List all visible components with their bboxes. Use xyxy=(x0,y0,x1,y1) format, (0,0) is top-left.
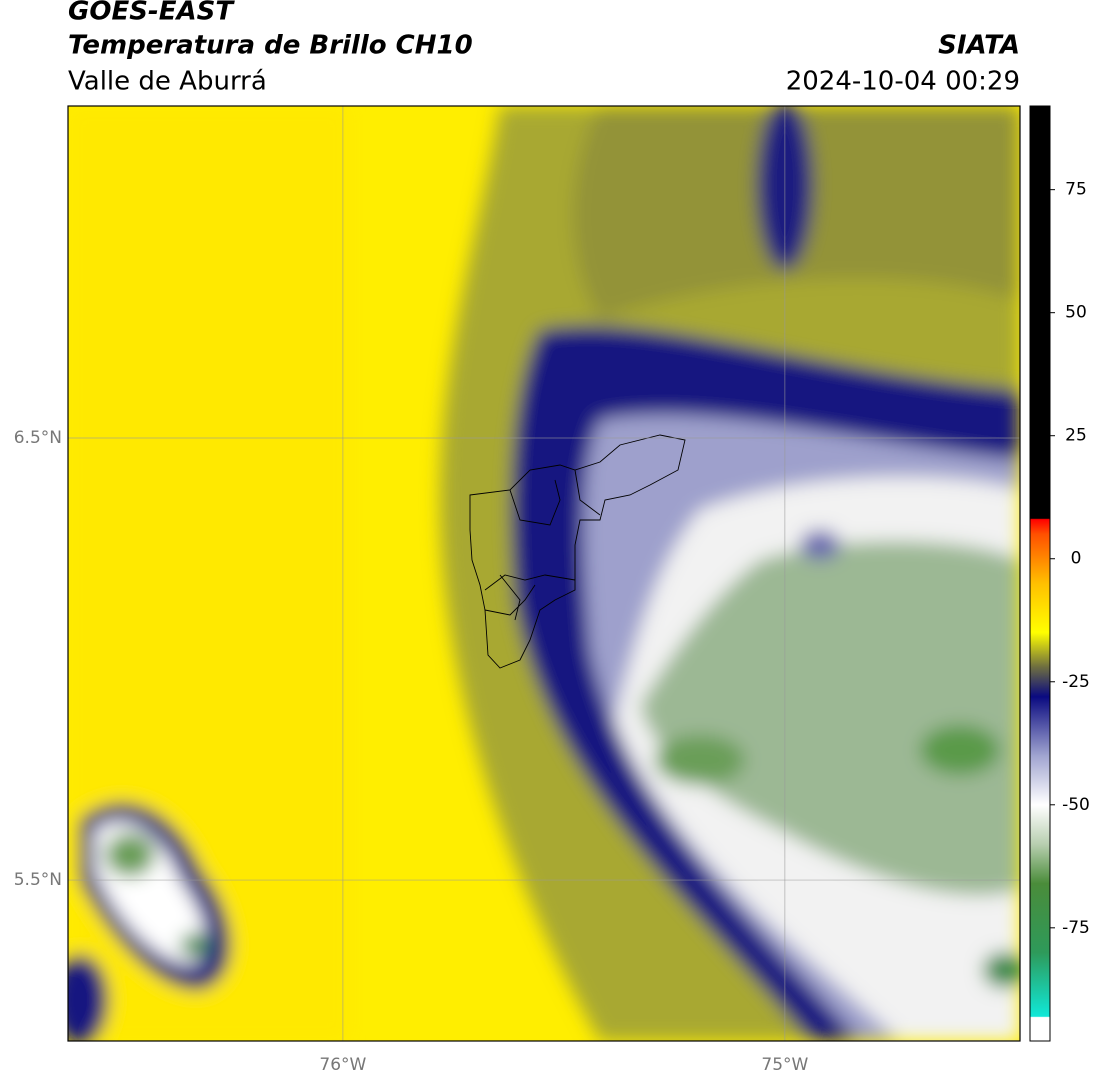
title: GOES-EAST xyxy=(68,0,235,27)
map-frame xyxy=(67,105,1021,1042)
municipal-boundaries xyxy=(469,434,686,669)
colorbar-tick-label: -75 xyxy=(1062,918,1090,938)
colorbar xyxy=(1029,105,1051,1042)
map-image xyxy=(68,106,1020,1041)
region: Valle de Aburrá xyxy=(68,67,267,97)
colorbar-tick-label: -25 xyxy=(1062,672,1090,692)
y-tick-label: 6.5°N xyxy=(14,428,62,448)
subtitle: Temperatura de Brillo CH10 xyxy=(68,31,473,61)
y-tick-label: 5.5°N xyxy=(14,870,62,890)
source: SIATA xyxy=(938,31,1020,61)
graticule xyxy=(68,106,1020,1041)
datetime: 2024-10-04 00:29 xyxy=(786,67,1020,97)
colorbar-tick-label: 75 xyxy=(1065,180,1087,200)
colorbar-tick-label: 50 xyxy=(1065,303,1087,323)
x-tick-label: 76°W xyxy=(319,1055,366,1075)
colorbar-tick-label: 25 xyxy=(1065,426,1087,446)
x-tick-label: 75°W xyxy=(761,1055,808,1075)
colorbar-tick-label: -50 xyxy=(1062,795,1090,815)
colorbar-tick-label: 0 xyxy=(1071,549,1082,569)
